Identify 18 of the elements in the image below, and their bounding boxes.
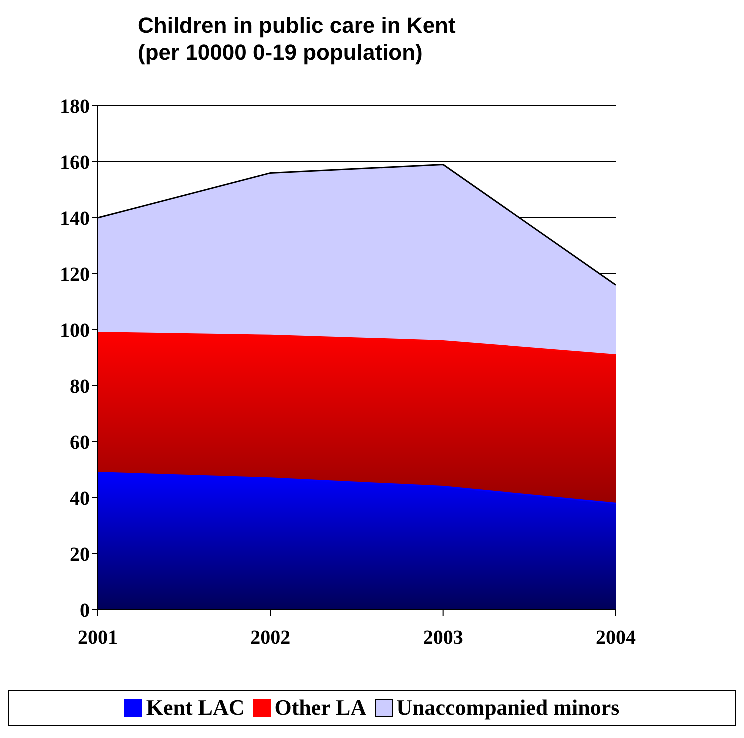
y-tick-label: 180 — [60, 96, 90, 118]
x-tick-label: 2004 — [596, 627, 636, 650]
legend-label: Other LA — [274, 695, 367, 721]
y-tick-label: 120 — [60, 264, 90, 286]
y-tick-label: 80 — [70, 376, 90, 398]
y-tick-label: 20 — [70, 544, 90, 566]
chart-title: Children in public care in Kent (per 10000 0-19 population) — [138, 12, 457, 66]
y-tick-label: 140 — [60, 208, 90, 230]
y-tick-label: 60 — [70, 432, 90, 454]
legend-label: Kent LAC — [146, 695, 245, 721]
x-tick-label: 2002 — [250, 627, 291, 650]
legend-label: Unaccompanied minors — [396, 695, 620, 721]
y-tick-label: 0 — [80, 600, 90, 622]
x-tick-label: 2003 — [423, 627, 464, 650]
y-tick-label: 160 — [60, 152, 90, 174]
x-tick-label: 2001 — [78, 627, 118, 650]
y-tick-label: 40 — [70, 488, 90, 510]
y-tick-label: 100 — [60, 320, 90, 342]
